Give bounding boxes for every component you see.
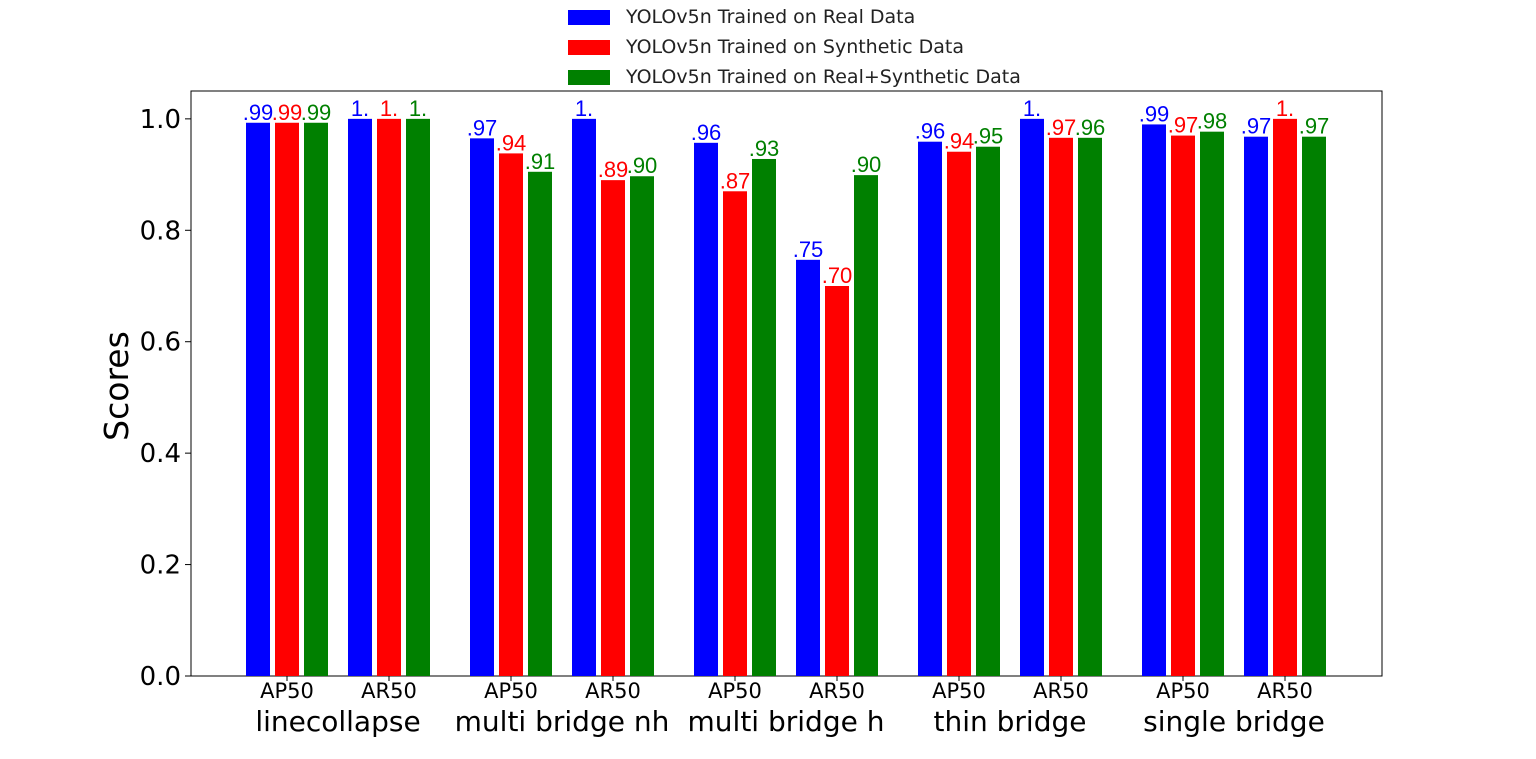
y-axis-label: Scores xyxy=(97,331,136,441)
bar-value-label: 1. xyxy=(1023,96,1041,121)
bar-value-label: .91 xyxy=(525,149,556,174)
x-metric-label: AR50 xyxy=(1033,679,1089,703)
bar-value-label: .94 xyxy=(944,129,975,154)
y-tick-label: 0.8 xyxy=(140,216,181,246)
bar xyxy=(499,153,523,676)
bar xyxy=(825,286,849,676)
x-metric-label: AR50 xyxy=(809,679,865,703)
bar xyxy=(1200,131,1224,676)
bar-value-label: .96 xyxy=(915,119,946,144)
legend: YOLOv5n Trained on Real Data YOLOv5n Tra… xyxy=(568,2,1021,92)
bar xyxy=(694,142,718,677)
legend-swatch-synthetic xyxy=(568,39,610,55)
bar-value-label: .90 xyxy=(851,152,882,177)
bar-value-label: .89 xyxy=(598,157,629,182)
bar-value-label: 1. xyxy=(351,96,369,121)
bar xyxy=(854,175,878,676)
x-metric-label: AP50 xyxy=(932,679,986,703)
x-group-label: multi bridge nh xyxy=(455,705,670,738)
bar-value-label: .97 xyxy=(1046,115,1077,140)
bar xyxy=(470,138,494,676)
y-tick-label: 0.2 xyxy=(140,551,181,581)
bar xyxy=(918,141,942,676)
bar-value-label: .97 xyxy=(1299,114,1330,139)
bar-value-label: .98 xyxy=(1197,109,1228,134)
bar-value-label: .97 xyxy=(1241,114,1272,139)
legend-label-real: YOLOv5n Trained on Real Data xyxy=(626,6,916,28)
legend-swatch-real xyxy=(568,9,610,25)
bar xyxy=(752,158,776,676)
bar xyxy=(275,122,299,676)
x-group-label: linecollapse xyxy=(255,705,420,738)
bar xyxy=(1302,136,1326,676)
legend-label-synthetic: YOLOv5n Trained on Synthetic Data xyxy=(626,36,964,58)
x-metric-label: AR50 xyxy=(1257,679,1313,703)
bar-value-label: .75 xyxy=(793,237,824,262)
bar xyxy=(796,259,820,676)
bar-value-label: .97 xyxy=(467,115,498,140)
bar-value-label: 1. xyxy=(380,96,398,121)
bar xyxy=(246,122,270,676)
x-metric-label: AP50 xyxy=(484,679,538,703)
bar xyxy=(723,191,747,677)
bar-value-label: 1. xyxy=(575,96,593,121)
bar xyxy=(528,171,552,677)
bar xyxy=(1078,137,1102,677)
bar-value-label: .96 xyxy=(1075,115,1106,140)
bar xyxy=(1049,137,1073,677)
y-tick-label: 0.4 xyxy=(140,439,181,469)
bar-value-label: .93 xyxy=(749,136,780,161)
bar xyxy=(1171,135,1195,677)
plot-frame xyxy=(190,90,1383,677)
legend-item-real-synthetic: YOLOv5n Trained on Real+Synthetic Data xyxy=(568,62,1021,92)
y-tick-label: 1.0 xyxy=(140,105,181,135)
bar-value-label: .99 xyxy=(301,100,332,125)
bar-value-label: 1. xyxy=(1276,96,1294,121)
y-tick-label: 0.6 xyxy=(140,328,181,358)
bar-value-label: .99 xyxy=(243,100,274,125)
bar xyxy=(976,146,1000,676)
bar xyxy=(1244,136,1268,676)
bar-value-label: .94 xyxy=(496,130,527,155)
bar-value-label: .90 xyxy=(627,153,658,178)
x-group-label: thin bridge xyxy=(934,705,1087,738)
bar-value-label: .96 xyxy=(691,120,722,145)
bar-value-label: .99 xyxy=(1139,101,1170,126)
x-group-label: single bridge xyxy=(1143,705,1325,738)
legend-item-real: YOLOv5n Trained on Real Data xyxy=(568,2,1021,32)
y-tick-label: 0.0 xyxy=(140,662,181,692)
bar xyxy=(1020,118,1044,677)
x-metric-label: AP50 xyxy=(1156,679,1210,703)
x-metric-label: AP50 xyxy=(260,679,314,703)
bar-value-label: .70 xyxy=(822,263,853,288)
bar-value-label: .97 xyxy=(1168,113,1199,138)
bar-value-label: .99 xyxy=(272,100,303,125)
legend-item-synthetic: YOLOv5n Trained on Synthetic Data xyxy=(568,32,1021,62)
x-metric-label: AP50 xyxy=(708,679,762,703)
bar-value-label: 1. xyxy=(409,96,427,121)
legend-swatch-real-synthetic xyxy=(568,69,610,85)
x-metric-label: AR50 xyxy=(361,679,417,703)
x-metric-label: AR50 xyxy=(585,679,641,703)
bar xyxy=(1273,118,1297,677)
bar xyxy=(406,118,430,677)
bar xyxy=(1142,124,1166,676)
bar xyxy=(947,151,971,676)
bar xyxy=(572,118,596,677)
bar-value-label: .87 xyxy=(720,168,751,193)
legend-label-real-synthetic: YOLOv5n Trained on Real+Synthetic Data xyxy=(626,66,1021,88)
bar xyxy=(304,122,328,676)
bar xyxy=(348,118,372,677)
bar xyxy=(377,118,401,677)
bar xyxy=(601,180,625,676)
bar-value-label: .95 xyxy=(973,124,1004,149)
x-group-label: multi bridge h xyxy=(688,705,885,738)
bar xyxy=(630,176,654,676)
